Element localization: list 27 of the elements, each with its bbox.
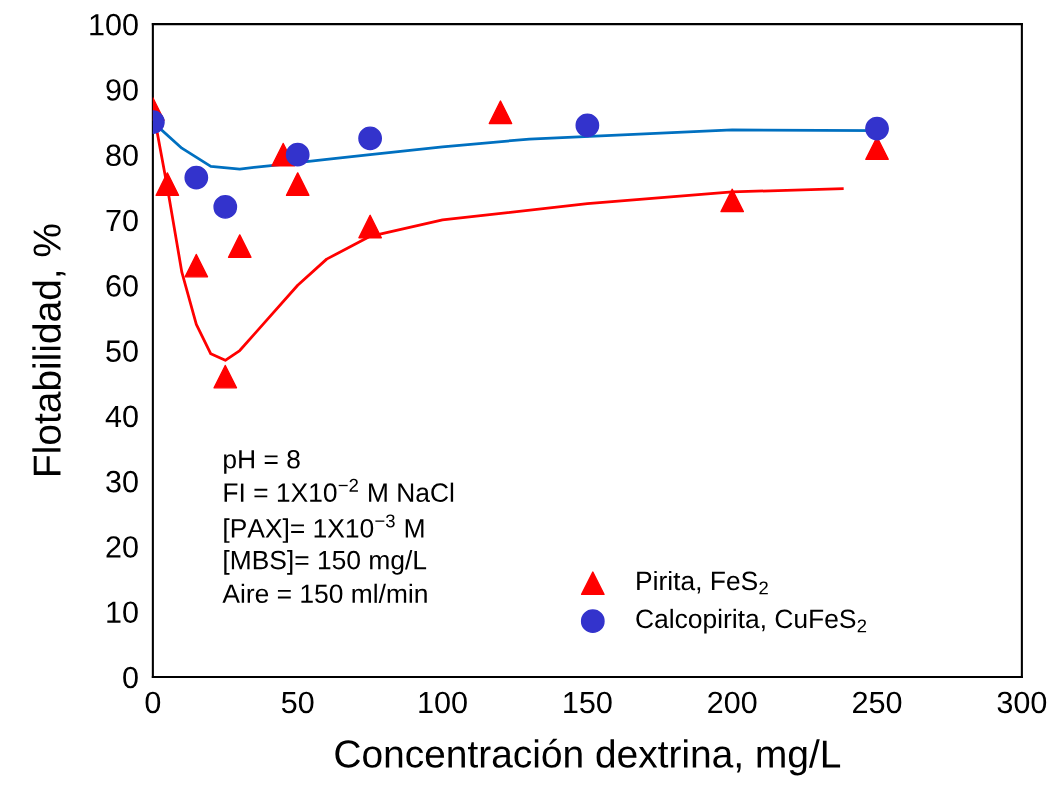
y-tick-label: 30 (106, 470, 138, 493)
annotation: FI = 1X10$^{−2}$ M NaCl (224, 478, 454, 503)
x-tick-label: 250 (853, 691, 902, 714)
x-tick-label: 0 (145, 691, 161, 714)
annotation: Aire = 150 ml/min (222, 583, 427, 604)
y-tick-label: 100 (90, 13, 138, 36)
y-tick-label: 70 (106, 209, 138, 232)
x-tick-label: 300 (997, 691, 1047, 714)
x-tick-label: 150 (564, 691, 612, 714)
y-tick-label: 60 (106, 274, 138, 297)
y-tick-label: 10 (107, 601, 138, 624)
y-tick-label: 40 (105, 405, 138, 428)
legend-label: Pirita, FeS$_{2}$ (637, 570, 768, 595)
y-tick-label: 20 (106, 536, 138, 558)
legend-label: Calcopirita, CuFeS$_{2}$ (636, 608, 867, 634)
x-tick-label: 100 (419, 691, 467, 714)
x-axis-title: Concentración dextrina, mg/L (335, 738, 841, 776)
x-tick-label: 200 (708, 691, 757, 714)
y-tick-label: 90 (106, 79, 138, 101)
annotation: [PAX]= 1X10$^{−3}$ M (224, 514, 424, 543)
y-axis-title: Flotabilidad, % (32, 224, 66, 475)
y-tick-label: 50 (106, 340, 138, 362)
y-tick-label: 0 (123, 666, 138, 689)
x-tick-label: 50 (281, 691, 314, 714)
annotation: pH = 8 (224, 449, 300, 474)
y-tick-label: 80 (106, 144, 138, 167)
annotation: [MBS]= 150 mg/L (224, 550, 427, 575)
